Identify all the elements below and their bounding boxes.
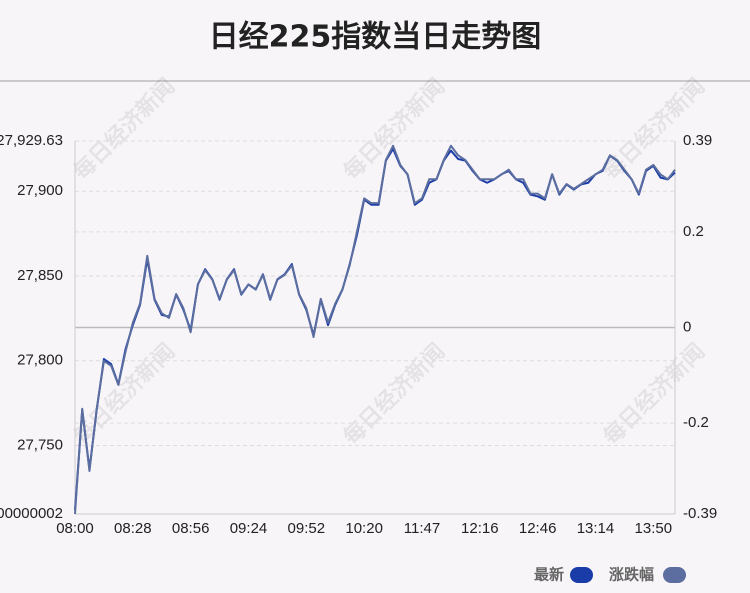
watermarks: 每日经济新闻 每日经济新闻 每日经济新闻 每日经济新闻 每日经济新闻 每日经济新…: [68, 73, 710, 450]
x-tick-label: 11:47: [404, 520, 440, 537]
x-tick-label: 13:14: [577, 520, 615, 537]
watermark: 每日经济新闻: [68, 73, 180, 185]
x-tick-label: 12:16: [461, 520, 499, 537]
y-tick-label: 27,800: [17, 352, 63, 369]
x-tick-label: 08:56: [172, 520, 210, 537]
legend-label: 最新: [534, 566, 564, 584]
chart-title: 日经225指数当日走势图: [209, 20, 542, 55]
y2-tick-label: -0.39: [683, 505, 717, 522]
legend-swatch: [663, 567, 686, 583]
watermark: 每日经济新闻: [598, 338, 710, 450]
x-tick-label: 09:52: [288, 520, 326, 537]
y2-tick-label: -0.2: [683, 414, 709, 431]
x-tick-label: 13:50: [635, 520, 673, 537]
y-tick-label: 27,900: [17, 182, 63, 199]
y-tick-label: 27,850: [17, 267, 63, 284]
legend-swatch: [570, 567, 593, 583]
x-tick-label: 12:46: [519, 520, 557, 537]
y2-tick-label: 0.39: [683, 132, 712, 149]
x-tick-label: 08:28: [114, 520, 152, 537]
x-tick-label: 10:20: [345, 520, 383, 537]
y-tick-label: 27,929.63: [0, 132, 63, 149]
watermark: 每日经济新闻: [338, 338, 450, 450]
y-tick-label: 27,750: [17, 436, 63, 453]
y-tick-label: 27,709.5700000002: [0, 505, 63, 522]
series-line: [74, 144, 676, 515]
x-tick-label: 08:00: [56, 520, 94, 537]
y2-tick-label: 0.2: [683, 223, 704, 240]
x-tick-label: 09:24: [230, 520, 268, 537]
y2-tick-label: 0: [683, 318, 691, 335]
watermark: 每日经济新闻: [338, 73, 450, 185]
legend-label: 涨跌幅: [609, 566, 654, 584]
